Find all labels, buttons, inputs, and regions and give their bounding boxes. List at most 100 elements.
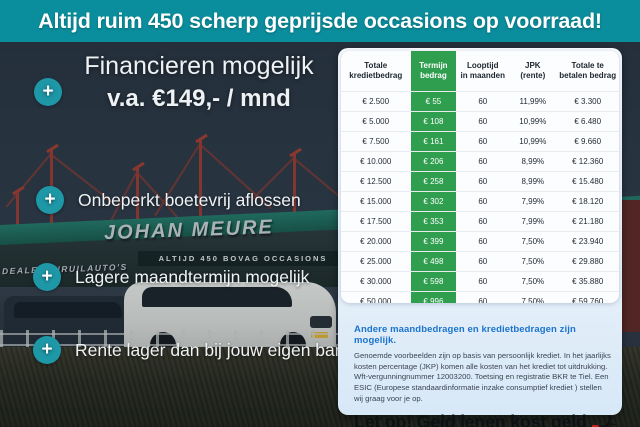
table-cell: € 6.480 xyxy=(574,117,602,126)
table-cell: 60 xyxy=(478,117,488,126)
table-cell: 60 xyxy=(478,197,488,206)
usp-bullet-label: Rente lager dan bij jouw eigen bank xyxy=(75,339,354,360)
table-cell: € 3.300 xyxy=(574,97,602,106)
table-cell: 60 xyxy=(478,277,488,286)
table-cell: € 25.000 xyxy=(360,257,392,266)
table-cell: € 59.760 xyxy=(572,297,604,303)
table-cell: 7,50% xyxy=(521,257,545,266)
table-cell: € 12.500 xyxy=(360,177,392,186)
table-cell: € 5.000 xyxy=(362,117,390,126)
plus-icon: + xyxy=(33,336,61,364)
red-mast xyxy=(293,154,296,249)
table-cell: 60 xyxy=(478,257,488,266)
red-mast xyxy=(136,168,139,250)
usp-bullet: + Onbeperkt boetevrij aflossen xyxy=(36,186,301,214)
table-cell: € 18.120 xyxy=(572,197,604,206)
header-duration: Looptijd in maanden xyxy=(460,60,505,80)
car-grille xyxy=(310,316,332,328)
fence xyxy=(0,330,345,352)
car-window xyxy=(14,302,122,318)
term-amount-cell: € 353 xyxy=(410,212,457,232)
header-jkp: JPK (rente) xyxy=(520,60,546,80)
usp-bullet-label: Onbeperkt boetevrij aflossen xyxy=(78,189,301,210)
table-row: € 17.500 € 353 60 7,99% € 21.180 xyxy=(341,211,619,232)
finance-table-header: Totale kredietbedrag Termijn bedrag Loop… xyxy=(341,51,619,93)
term-amount-cell: € 996 xyxy=(410,292,457,303)
table-cell: € 17.500 xyxy=(360,217,392,226)
usp-bullet: + Rente lager dan bij jouw eigen bank xyxy=(33,336,353,364)
table-cell: € 20.000 xyxy=(360,237,392,246)
table-cell: € 29.880 xyxy=(572,257,604,266)
finance-panel: Totale kredietbedrag Termijn bedrag Loop… xyxy=(338,48,622,427)
table-cell: 60 xyxy=(478,297,488,303)
table-cell: € 15.480 xyxy=(572,177,604,186)
table-cell: € 9.660 xyxy=(574,137,602,146)
table-row: € 5.000 € 108 60 10,99% € 6.480 xyxy=(341,111,619,132)
table-cell: € 12.360 xyxy=(572,157,604,166)
disclaimer-highlight: Andere maandbedragen en kredietbedragen … xyxy=(354,324,576,346)
table-row: € 15.000 € 302 60 7,99% € 18.120 xyxy=(341,191,619,212)
table-cell: 8,99% xyxy=(521,177,545,186)
table-cell: 7,99% xyxy=(521,197,545,206)
table-cell: € 10.000 xyxy=(360,157,392,166)
header-term-amount: Termijn bedrag xyxy=(410,51,457,93)
usp-bullet-label: Lagere maandtermijn mogelijk xyxy=(75,266,310,287)
credit-warning-text: Let op! Geld lenen kost geld xyxy=(354,412,587,427)
table-cell: 10,99% xyxy=(519,137,547,146)
table-cell: 60 xyxy=(478,97,488,106)
table-cell: 60 xyxy=(478,137,488,146)
plus-icon: + xyxy=(36,186,64,214)
table-row: € 7.500 € 161 60 10,99% € 9.660 xyxy=(341,131,619,152)
table-cell: € 23.940 xyxy=(572,237,604,246)
headline-line1: Financieren mogelijk xyxy=(84,52,314,80)
table-cell: 10,99% xyxy=(519,117,547,126)
table-row: € 50.000 € 996 60 7,50% € 59.760 xyxy=(341,291,619,303)
table-cell: 7,50% xyxy=(521,297,545,303)
term-amount-cell: € 498 xyxy=(410,252,457,272)
table-cell: € 21.180 xyxy=(572,217,604,226)
finance-table-rows: € 2.500 € 55 60 11,99% € 3.300 € 5.000 € 108 60… xyxy=(341,91,619,303)
term-amount-cell: € 302 xyxy=(410,192,457,212)
building-sign-bovag: ALTIJD 450 BOVAG OCCASIONS xyxy=(138,251,348,266)
table-cell: 7,50% xyxy=(521,277,545,286)
plus-icon: + xyxy=(33,263,61,291)
usp-bullet: + Lagere maandtermijn mogelijk xyxy=(33,263,309,291)
table-cell: € 7.500 xyxy=(362,137,390,146)
term-amount-cell: € 598 xyxy=(410,272,457,292)
table-cell: 60 xyxy=(478,237,488,246)
disclaimer-body: Genoemde voorbeelden zijn op basis van p… xyxy=(354,351,611,403)
term-amount-cell: € 161 xyxy=(410,132,457,152)
top-banner-text: Altijd ruim 450 scherp geprijsde occasio… xyxy=(0,0,640,42)
disclaimer-section: Andere maandbedragen en kredietbedragen … xyxy=(354,324,615,427)
car-window xyxy=(142,287,292,307)
table-row: € 25.000 € 498 60 7,50% € 29.880 xyxy=(341,251,619,272)
table-cell: € 30.000 xyxy=(360,277,392,286)
table-cell: € 15.000 xyxy=(360,197,392,206)
table-row: € 12.500 € 258 60 8,99% € 15.480 xyxy=(341,171,619,192)
term-amount-cell: € 206 xyxy=(410,152,457,172)
header-total-credit: Totale kredietbedrag xyxy=(349,60,403,80)
table-row: € 2.500 € 55 60 11,99% € 3.300 xyxy=(341,91,619,112)
table-cell: 11,99% xyxy=(519,97,547,106)
table-cell: € 2.500 xyxy=(362,97,390,106)
term-amount-cell: € 108 xyxy=(410,112,457,132)
finance-table: Totale kredietbedrag Termijn bedrag Loop… xyxy=(341,51,619,303)
red-mast xyxy=(199,140,202,250)
term-amount-cell: € 55 xyxy=(410,92,457,112)
credit-warning: Let op! Geld lenen kost geld xyxy=(354,412,615,427)
table-cell: 60 xyxy=(478,177,488,186)
table-cell: 8,99% xyxy=(521,157,545,166)
plus-icon: + xyxy=(34,78,62,106)
table-cell: 60 xyxy=(478,217,488,226)
table-cell: € 35.880 xyxy=(572,277,604,286)
geld-lenen-kost-geld-icon xyxy=(591,415,615,427)
term-amount-cell: € 399 xyxy=(410,232,457,252)
financing-headline: + Financieren mogelijk v.a. €149,- / mnd xyxy=(34,52,340,113)
header-total-payable: Totale te betalen bedrag xyxy=(559,60,617,80)
table-cell: € 50.000 xyxy=(360,297,392,303)
table-row: € 20.000 € 399 60 7,50% € 23.940 xyxy=(341,231,619,252)
red-mast xyxy=(16,192,19,252)
table-cell: 7,99% xyxy=(521,217,545,226)
term-amount-cell: € 258 xyxy=(410,172,457,192)
